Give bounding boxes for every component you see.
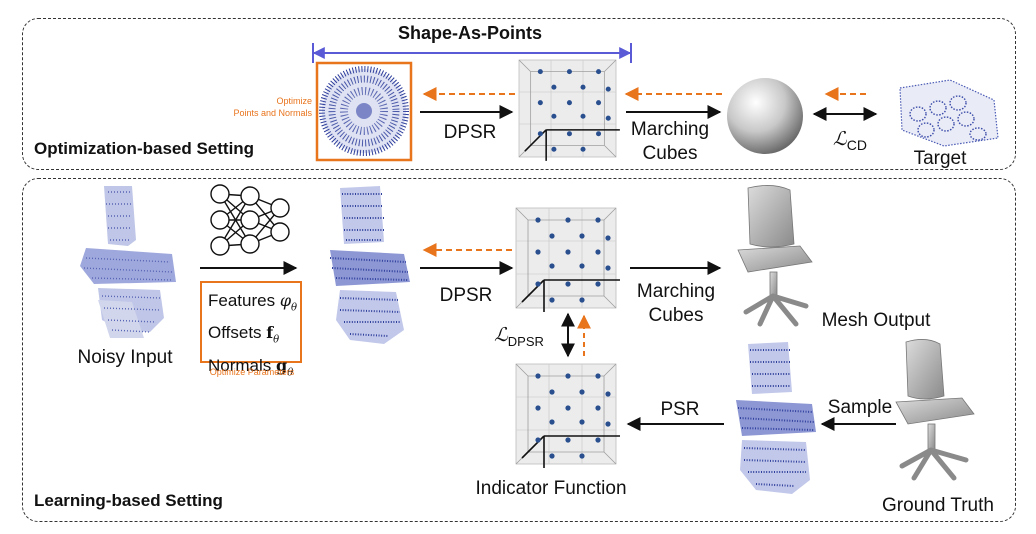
optimization-panel [22,18,1016,170]
dpsr-loss-symbol: ℒ [494,324,508,346]
shape-as-points-label: Shape-As-Points [397,23,543,43]
neural-network-icon [210,184,290,256]
top-dpsr-label: DPSR [443,122,497,143]
optimization-section-title: Optimization-based Setting [34,139,255,158]
grid-cube-icon-indicator [515,363,621,469]
bottom-marching-label-1: Marching [636,281,716,302]
top-cd-loss-sub: CD [846,136,867,153]
predicted-points-chair-icon [329,186,410,344]
top-cd-loss-symbol: ℒ [833,128,847,150]
top-marching-label-2: Cubes [642,143,698,164]
shape-as-points-brace [312,43,632,63]
ground-truth-label: Ground Truth [882,495,994,516]
noisy-input-label: Noisy Input [77,347,173,368]
dpsr-loss-sub: DPSR [507,333,544,349]
dpsr-loss-label: ℒDPSR [476,324,562,353]
mesh-output-chair-icon [737,185,813,327]
ground-truth-chair-icon [895,339,975,481]
noisy-input-point-cloud-icon [80,186,176,338]
bottom-marching-label-2: Cubes [648,305,704,326]
learning-panel [22,178,1016,522]
sample-label: Sample [827,397,893,418]
optimize-points-note-2: Points and Normals [233,108,312,118]
indicator-function-label: Indicator Function [475,478,627,499]
mesh-output-label: Mesh Output [821,310,931,331]
sphere-icon [727,78,803,154]
grid-cube-icon [518,59,621,162]
sampled-points-chair-icon [736,342,816,494]
target-label: Target [913,148,967,169]
grid-cube-icon-dpsr [515,207,621,313]
bottom-dpsr-label: DPSR [439,285,493,306]
optimize-parameters-note: Optimize Parameters [209,367,295,377]
network-parameters-box: Features φθ Offsets fθ Normals gθ [200,281,302,378]
learning-section-title: Learning-based Setting [34,491,223,510]
param-offsets: Offsets fθ [208,323,280,346]
psr-label: PSR [660,399,700,420]
param-features: Features φθ [208,291,298,314]
top-marching-label-1: Marching [630,119,710,140]
optimized-points-icon [315,61,413,162]
param-normals: Normals gθ [208,355,294,379]
top-cd-loss-label: ℒCD [820,128,880,157]
target-point-cloud-icon [899,79,999,147]
optimize-points-note-1: Optimize [276,96,312,106]
